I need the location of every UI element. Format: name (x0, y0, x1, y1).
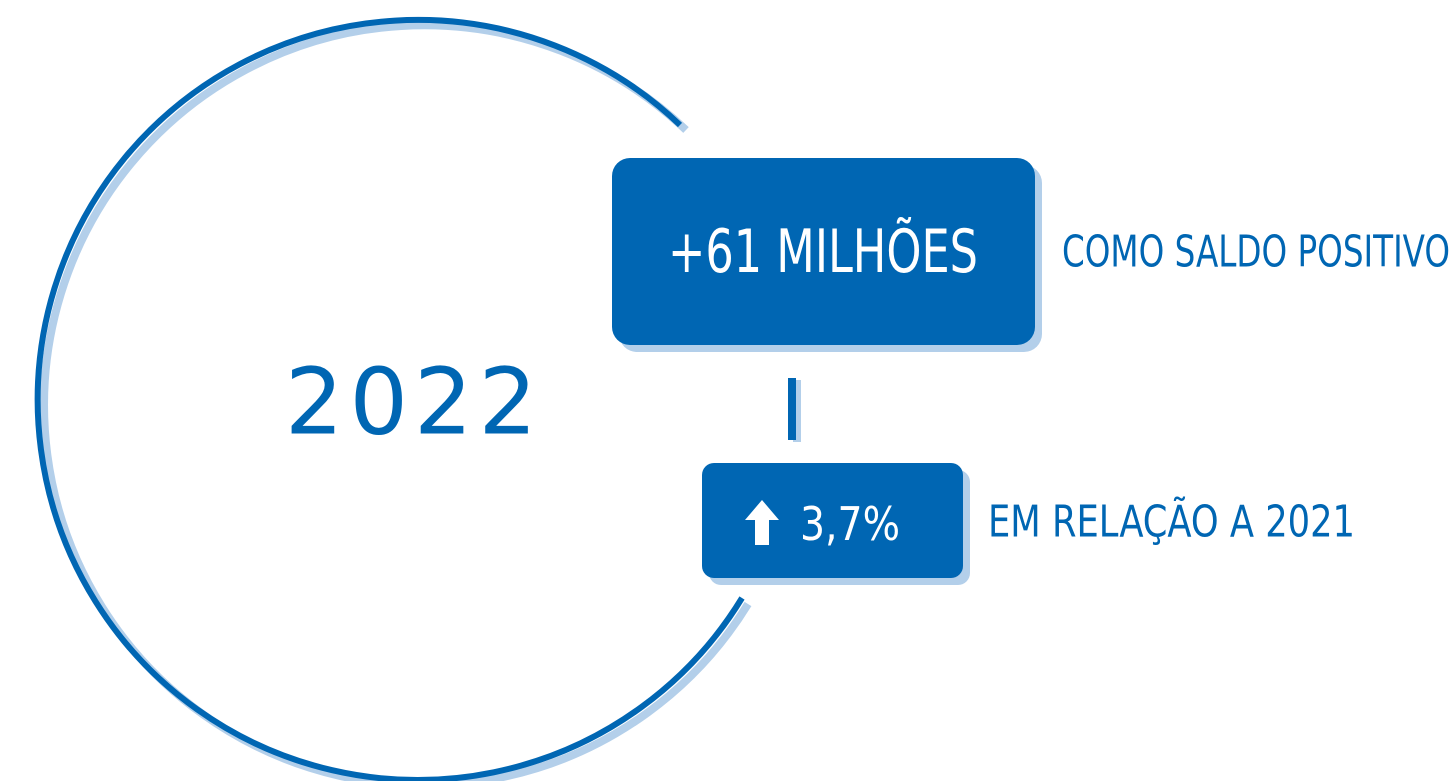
change-caption: EM RELAÇÃO A 2021 (988, 496, 1355, 548)
year: 2022 (285, 349, 543, 456)
circle-shadow (40, 21, 752, 781)
circle-arc (34, 16, 745, 781)
highlight-value: +61 MILHÕES (668, 216, 978, 287)
change-value: 3,7% (800, 497, 900, 551)
arrow-up-icon (745, 500, 779, 545)
change-box (702, 463, 963, 578)
highlight-box (612, 158, 1035, 345)
highlight-caption: COMO SALDO POSITIVO (1062, 227, 1450, 278)
